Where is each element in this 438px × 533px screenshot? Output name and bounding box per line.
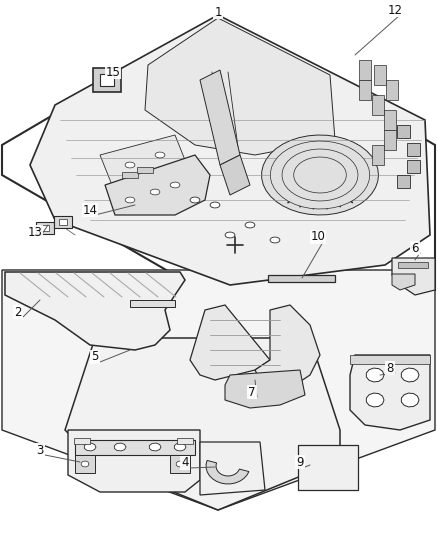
Polygon shape	[294, 157, 346, 193]
Text: 5: 5	[91, 351, 99, 364]
Polygon shape	[268, 275, 335, 282]
Polygon shape	[200, 442, 265, 495]
Polygon shape	[149, 443, 161, 451]
Polygon shape	[401, 368, 419, 382]
Text: 9: 9	[296, 456, 304, 469]
Polygon shape	[100, 135, 195, 205]
Polygon shape	[81, 461, 89, 467]
Polygon shape	[225, 232, 235, 238]
Polygon shape	[100, 74, 114, 86]
Text: 4: 4	[181, 456, 189, 470]
Polygon shape	[170, 455, 190, 473]
Polygon shape	[366, 393, 384, 407]
Polygon shape	[245, 222, 255, 228]
Polygon shape	[2, 270, 435, 510]
Text: 2: 2	[14, 305, 22, 319]
Polygon shape	[359, 60, 371, 80]
Polygon shape	[65, 338, 340, 510]
Polygon shape	[130, 300, 175, 307]
Polygon shape	[392, 258, 435, 295]
Polygon shape	[350, 355, 430, 430]
Polygon shape	[200, 70, 240, 165]
Text: 13: 13	[28, 225, 42, 238]
Polygon shape	[374, 65, 386, 85]
Polygon shape	[74, 438, 90, 444]
Polygon shape	[270, 237, 280, 243]
Polygon shape	[190, 197, 200, 203]
Polygon shape	[298, 445, 358, 490]
Polygon shape	[350, 355, 430, 364]
Polygon shape	[190, 305, 270, 380]
Polygon shape	[155, 152, 165, 158]
Text: 7: 7	[248, 385, 256, 399]
Polygon shape	[384, 110, 396, 130]
Polygon shape	[206, 461, 249, 484]
Polygon shape	[114, 443, 126, 451]
Polygon shape	[282, 149, 358, 201]
Text: 10: 10	[311, 230, 325, 244]
Text: 1: 1	[214, 5, 222, 19]
Polygon shape	[372, 95, 384, 115]
Polygon shape	[54, 216, 72, 228]
Polygon shape	[210, 202, 220, 208]
Polygon shape	[155, 175, 165, 181]
Polygon shape	[384, 130, 396, 150]
Polygon shape	[392, 274, 415, 290]
Polygon shape	[75, 455, 95, 473]
Polygon shape	[122, 172, 138, 178]
Text: 8: 8	[386, 361, 394, 375]
Polygon shape	[75, 440, 195, 455]
Polygon shape	[145, 18, 335, 155]
Polygon shape	[59, 219, 67, 225]
Polygon shape	[177, 438, 193, 444]
Polygon shape	[105, 155, 210, 215]
Polygon shape	[407, 143, 420, 156]
Polygon shape	[270, 141, 370, 209]
Polygon shape	[176, 461, 184, 467]
Polygon shape	[125, 182, 135, 188]
Polygon shape	[5, 272, 185, 350]
Polygon shape	[407, 160, 420, 173]
Polygon shape	[137, 167, 153, 173]
Polygon shape	[174, 443, 186, 451]
Polygon shape	[255, 305, 320, 390]
Polygon shape	[68, 430, 200, 492]
Polygon shape	[372, 145, 384, 165]
Polygon shape	[225, 370, 305, 408]
Polygon shape	[205, 358, 225, 372]
Polygon shape	[85, 443, 96, 451]
Polygon shape	[30, 15, 430, 285]
Polygon shape	[125, 197, 135, 203]
Polygon shape	[150, 189, 160, 195]
Text: 12: 12	[388, 4, 403, 17]
Polygon shape	[366, 368, 384, 382]
Text: 3: 3	[36, 443, 44, 456]
Polygon shape	[36, 222, 54, 234]
Polygon shape	[41, 225, 49, 231]
Polygon shape	[397, 175, 410, 188]
Polygon shape	[401, 393, 419, 407]
Text: 6: 6	[411, 241, 419, 254]
Polygon shape	[220, 155, 250, 195]
Polygon shape	[359, 80, 371, 100]
Polygon shape	[386, 80, 398, 100]
Polygon shape	[30, 15, 430, 285]
Polygon shape	[398, 262, 428, 268]
Polygon shape	[397, 125, 410, 138]
Polygon shape	[125, 162, 135, 168]
Polygon shape	[261, 135, 378, 215]
Polygon shape	[260, 368, 280, 382]
Polygon shape	[93, 68, 121, 92]
Text: 14: 14	[82, 204, 98, 216]
Text: 15: 15	[106, 66, 120, 78]
Polygon shape	[170, 182, 180, 188]
